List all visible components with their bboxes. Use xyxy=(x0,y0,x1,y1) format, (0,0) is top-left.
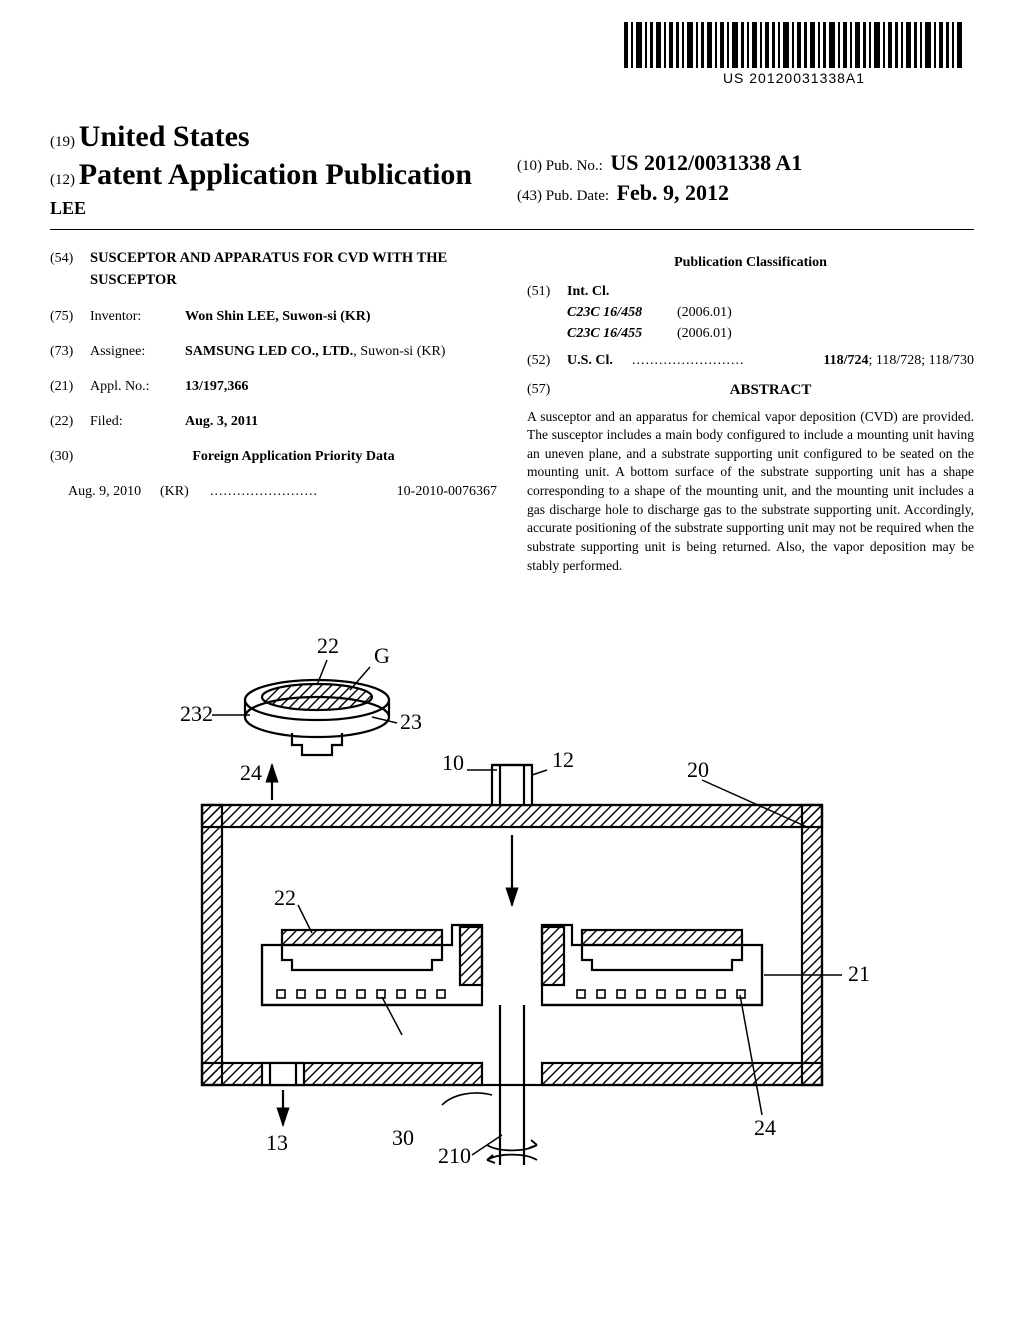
inventor-label: Inventor: xyxy=(90,306,185,327)
filed-code: (22) xyxy=(50,411,90,432)
intcl-row: (51) Int. Cl. xyxy=(527,281,974,302)
pub-code: (12) xyxy=(50,172,75,188)
patent-figure: 22 G 232 23 24 10 12 20 22 21 13 30 210 … xyxy=(50,605,974,1200)
barcode-text: US 20120031338A1 xyxy=(624,70,964,86)
inventor-field: (75) Inventor: Won Shin LEE, Suwon-si (K… xyxy=(50,306,497,327)
uscl-label: U.S. Cl. xyxy=(567,350,632,371)
filed-value: Aug. 3, 2011 xyxy=(185,414,258,429)
priority-country: (KR) xyxy=(160,481,210,502)
pubno-label: Pub. No.: xyxy=(546,158,603,174)
pub-kind: Patent Application Publication xyxy=(79,158,472,191)
abstract-head: ABSTRACT xyxy=(567,379,974,402)
intcl-symbol: C23C 16/458 xyxy=(567,302,677,323)
figure-label-10: 10 xyxy=(442,750,464,775)
intcl-item: C23C 16/458 (2006.01) xyxy=(567,302,974,323)
assignee-location: Suwon-si (KR) xyxy=(360,344,445,359)
title-code: (54) xyxy=(50,248,90,292)
inventor-code: (75) xyxy=(50,306,90,327)
barcode-graphic xyxy=(624,22,964,68)
figure-label-12: 12 xyxy=(552,747,574,772)
figure-label-13: 13 xyxy=(266,1130,288,1155)
pubdate-label: Pub. Date: xyxy=(546,188,609,204)
barcode-block: US 20120031338A1 xyxy=(624,22,964,86)
applno-label: Appl. No.: xyxy=(90,376,185,397)
abstract-head-row: (57) ABSTRACT xyxy=(527,379,974,402)
uscl-main: 118/724 xyxy=(823,353,868,368)
priority-dots: ........................ xyxy=(210,481,357,502)
intcl-label: Int. Cl. xyxy=(567,281,617,302)
pubno-value: US 2012/0031338 A1 xyxy=(610,150,802,175)
figure-label-21: 21 xyxy=(848,961,870,986)
abstract-code: (57) xyxy=(527,379,567,402)
pubdate-value: Feb. 9, 2012 xyxy=(617,180,729,205)
header-right: (10) Pub. No.: US 2012/0031338 A1 (43) P… xyxy=(507,120,974,206)
header-divider xyxy=(50,229,974,230)
figure-label-30: 30 xyxy=(392,1125,414,1150)
figure-label-G: G xyxy=(374,643,390,668)
assignee-name: SAMSUNG LED CO., LTD. xyxy=(185,344,353,359)
uscl-code: (52) xyxy=(527,350,567,371)
header-left: (19) United States (12) Patent Applicati… xyxy=(50,120,507,219)
left-column: (54) SUSCEPTOR AND APPARATUS FOR CVD WIT… xyxy=(50,248,497,575)
priority-code: (30) xyxy=(50,446,90,467)
applno-value: 13/197,366 xyxy=(185,379,248,394)
assignee-code: (73) xyxy=(50,341,90,362)
intcl-item: C23C 16/455 (2006.01) xyxy=(567,323,974,344)
priority-head-row: (30) Foreign Application Priority Data xyxy=(50,446,497,467)
pubno-code: (10) xyxy=(517,158,542,174)
uscl-dots: ......................... xyxy=(632,350,823,371)
intcl-version: (2006.01) xyxy=(677,302,732,323)
figure-label-232: 232 xyxy=(180,701,213,726)
header: (19) United States (12) Patent Applicati… xyxy=(50,120,974,219)
abstract-text: A susceptor and an apparatus for chemica… xyxy=(527,408,974,576)
assignee-field: (73) Assignee: SAMSUNG LED CO., LTD., Su… xyxy=(50,341,497,362)
pubdate-code: (43) xyxy=(517,188,542,204)
intcl-list: C23C 16/458 (2006.01) C23C 16/455 (2006.… xyxy=(567,302,974,344)
classification-head: Publication Classification xyxy=(527,252,974,273)
filed-field: (22) Filed: Aug. 3, 2011 xyxy=(50,411,497,432)
figure-label-24r: 24 xyxy=(754,1115,776,1140)
bibliographic-columns: (54) SUSCEPTOR AND APPARATUS FOR CVD WIT… xyxy=(50,248,974,575)
figure-label-23: 23 xyxy=(400,709,422,734)
filed-label: Filed: xyxy=(90,411,185,432)
priority-number: 10-2010-0076367 xyxy=(357,481,497,502)
assignee-label: Assignee: xyxy=(90,341,185,362)
country-name: United States xyxy=(79,120,250,153)
figure-label-210: 210 xyxy=(438,1143,471,1168)
title-text: SUSCEPTOR AND APPARATUS FOR CVD WITH THE… xyxy=(90,248,497,292)
country-code: (19) xyxy=(50,134,75,150)
priority-date: Aug. 9, 2010 xyxy=(50,481,160,502)
intcl-symbol: C23C 16/455 xyxy=(567,323,677,344)
figure-label-22a: 22 xyxy=(317,633,339,658)
author-name: LEE xyxy=(50,198,507,219)
applno-code: (21) xyxy=(50,376,90,397)
figure-label-22b: 22 xyxy=(274,885,296,910)
intcl-code: (51) xyxy=(527,281,567,302)
inventor-value: Won Shin LEE, Suwon-si (KR) xyxy=(185,309,371,324)
figure-label-20: 20 xyxy=(687,757,709,782)
priority-head: Foreign Application Priority Data xyxy=(192,449,394,464)
priority-data-row: Aug. 9, 2010 (KR) ......................… xyxy=(50,481,497,502)
figure-label-24l: 24 xyxy=(240,760,262,785)
right-column: Publication Classification (51) Int. Cl.… xyxy=(527,248,974,575)
uscl-row: (52) U.S. Cl. ......................... … xyxy=(527,350,974,371)
title-field: (54) SUSCEPTOR AND APPARATUS FOR CVD WIT… xyxy=(50,248,497,292)
intcl-version: (2006.01) xyxy=(677,323,732,344)
applno-field: (21) Appl. No.: 13/197,366 xyxy=(50,376,497,397)
uscl-rest: ; 118/728; 118/730 xyxy=(868,353,974,368)
